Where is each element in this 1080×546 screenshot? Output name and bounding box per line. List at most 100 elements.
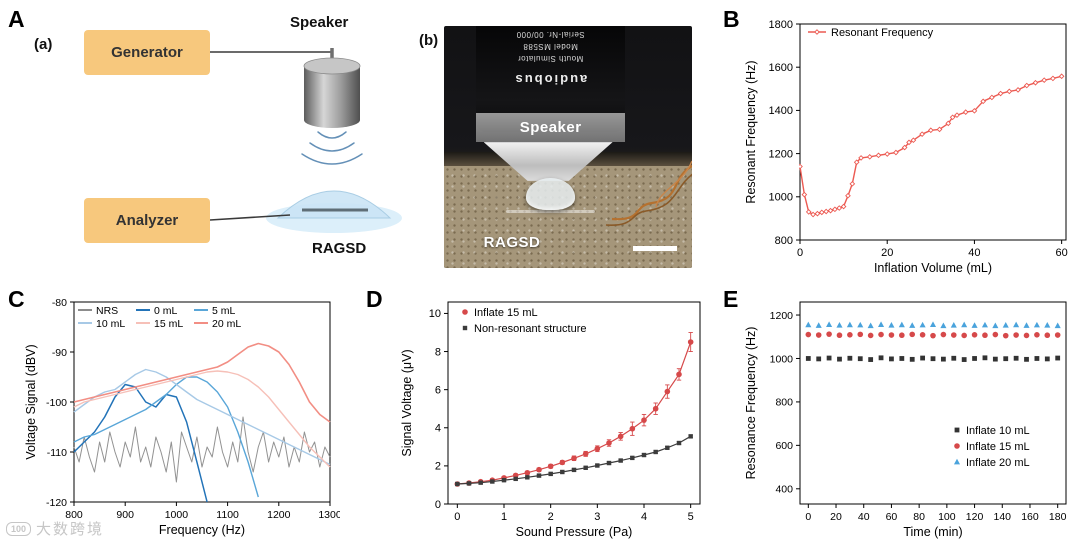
legend-label: Inflate 15 mL: [966, 441, 1030, 453]
y-tick-label: 2: [435, 461, 441, 473]
x-tick-label: 800: [65, 509, 83, 521]
x-tick-label: 5: [688, 511, 694, 523]
y-tick-label: 1600: [769, 62, 793, 74]
x-axis-title: Time (min): [903, 525, 962, 539]
photo-ragsd-label: RAGSD: [483, 234, 541, 252]
legend-label: Inflate 15 mL: [474, 307, 538, 319]
photo-speaker-band: Speaker: [476, 113, 626, 143]
y-axis-title: Resonance Frequency (Hz): [744, 327, 758, 480]
speaker-cylinder-top: [303, 57, 361, 75]
device-text-line: Serial-Nr. 00/000: [516, 30, 585, 39]
x-tick-label: 40: [968, 247, 980, 259]
series-line: [73, 416, 331, 483]
chart-panel-E: 0 20 40 60 80 100 120 140 160 180 400 600 800 1000 120…: [744, 301, 1067, 539]
x-tick-label: 1100: [216, 509, 239, 521]
panel-label-A: A: [8, 6, 25, 32]
device-brand-text: audiobus: [513, 72, 588, 87]
x-tick-label: 20: [830, 511, 842, 523]
speaker-cylinder: [304, 66, 360, 120]
x-tick-label: 20: [881, 247, 893, 259]
photo-panel: Mouth Simulator Model MS588 Serial-Nr. 0…: [444, 26, 692, 268]
device-label-text: Mouth Simulator Model MS588 Serial-Nr. 0…: [476, 28, 625, 64]
plot-area: [454, 332, 694, 487]
x-tick-label: 140: [994, 511, 1012, 523]
x-tick-label: 3: [594, 511, 600, 523]
copper-wire: [605, 160, 692, 226]
plot-area: [73, 342, 331, 503]
y-tick-label: 600: [775, 440, 793, 452]
x-tick-label: 60: [886, 511, 898, 523]
x-tick-label: 160: [1021, 511, 1039, 523]
x-tick-label: 180: [1049, 511, 1067, 523]
schematic-graphics: [209, 48, 402, 233]
plot-box: [799, 301, 1067, 505]
y-tick-label: 4: [435, 423, 441, 435]
analyzer-box: Analyzer: [84, 198, 210, 243]
legend-label: 0 mL: [154, 305, 178, 317]
watermark: 100 大数跨境: [6, 518, 104, 539]
scale-bar: [633, 246, 678, 252]
x-tick-label: 4: [641, 511, 647, 523]
y-tick-label: 1400: [769, 105, 793, 117]
x-tick-label: 120: [966, 511, 984, 523]
speaker-cylinder-bottom: [304, 112, 360, 128]
glass-plate: [506, 209, 596, 213]
y-tick-label: 800: [775, 397, 793, 409]
x-tick-label: 1300: [318, 509, 340, 521]
panel-label-B: B: [723, 6, 740, 32]
x-tick-label: 80: [913, 511, 925, 523]
schematic-panel: (a) Generator Speaker Analyzer RAGSD: [28, 12, 408, 282]
series-line: [73, 370, 331, 468]
sub-label-b: (b): [419, 32, 439, 49]
speaker-label: Speaker: [290, 14, 349, 31]
x-tick-label: 0: [805, 511, 811, 523]
chart-panel-D: 0 1 2 3 4 5 0 2 4 6 8 10 Sound Pressure (Pa) Signal V…: [400, 301, 701, 539]
y-tick-label: 1800: [769, 19, 793, 31]
y-tick-label: 8: [435, 346, 441, 358]
chart-panel-B: 0 20 40 60 800 1000 1200 1400 1600 1800 Inflation …: [744, 19, 1068, 275]
watermark-logo: 100: [6, 521, 32, 536]
legend-label: Inflate 20 mL: [966, 457, 1030, 469]
series-line: [73, 376, 259, 498]
series-line: [73, 342, 331, 423]
x-tick-label: 40: [858, 511, 870, 523]
legend-label: 10 mL: [96, 318, 125, 330]
sub-label-a: (a): [34, 36, 53, 53]
legend-label: 20 mL: [212, 318, 241, 330]
y-axis-title: Resonant Frequency (Hz): [744, 60, 758, 203]
plot-area: [799, 73, 1065, 218]
y-tick-label: 800: [775, 235, 793, 247]
y-tick-label: -100: [46, 397, 67, 409]
device-text-line: Model MS588: [523, 42, 579, 51]
y-tick-label: 0: [435, 499, 441, 511]
x-axis-title: Inflation Volume (mL): [874, 261, 992, 275]
wire-analyzer-ragsd: [209, 214, 291, 221]
legend-label: 5 mL: [212, 305, 236, 317]
panel-label-C: C: [8, 286, 25, 312]
y-tick-label: -120: [46, 497, 67, 509]
x-tick-label: 0: [454, 511, 460, 523]
x-tick-label: 1000: [165, 509, 189, 521]
ragsd-label: RAGSD: [312, 240, 367, 257]
y-tick-label: -90: [52, 347, 67, 359]
legend-label: 15 mL: [154, 318, 183, 330]
ragsd-photo-dome: [525, 178, 576, 210]
x-tick-label: 1: [501, 511, 507, 523]
panel-label-E: E: [723, 286, 739, 312]
series-line: [799, 75, 1062, 216]
series-line: [73, 383, 208, 503]
x-tick-label: 2: [548, 511, 554, 523]
x-axis-title: Sound Pressure (Pa): [516, 525, 633, 539]
plot-area: [805, 321, 1061, 362]
legend-label: Inflate 10 mL: [966, 425, 1030, 437]
y-tick-label: -110: [47, 447, 67, 459]
generator-box: Generator: [84, 30, 210, 75]
y-tick-label: 1200: [769, 148, 793, 160]
legend-label: NRS: [96, 305, 118, 317]
chart-panel-C: 800 900 1000 1100 1200 1300 -120 -110 -100 -90 -80…: [24, 297, 340, 537]
legend-label: Non-resonant structure: [474, 323, 587, 335]
y-tick-label: 1000: [770, 353, 794, 365]
legend-label: Resonant Frequency: [831, 27, 934, 39]
x-tick-label: 100: [938, 511, 956, 523]
plot-box: [447, 301, 701, 505]
